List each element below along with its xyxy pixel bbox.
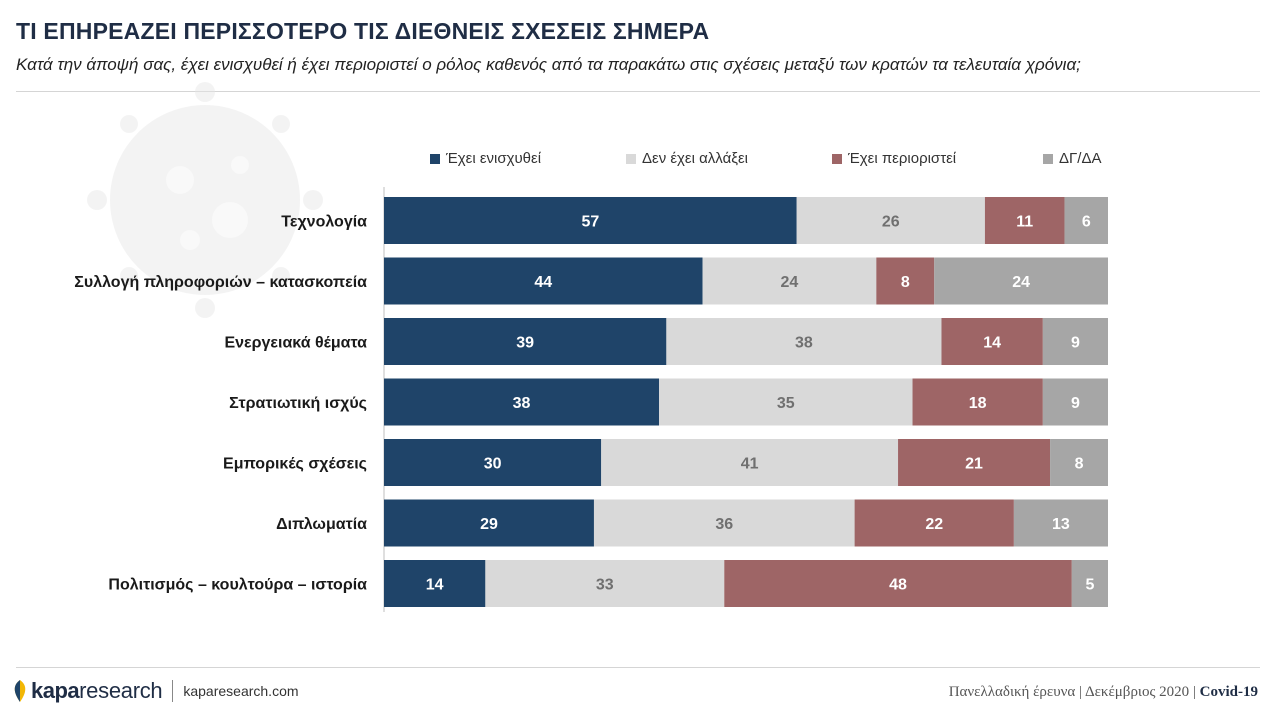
bar-segment [659,378,913,426]
data-label: 35 [777,395,795,412]
data-label: 24 [781,274,799,291]
bar-segment [384,378,660,426]
stacked-bar-chart: Τεχνολογία 57 26 11 6 Συλλογή πληροφοριών – κ… [74,187,1108,612]
category-label: Συλλογή πληροφοριών – κατασκοπεία [74,274,367,291]
bar-segment [1064,197,1108,244]
bar-segment [876,257,935,305]
data-label: 38 [795,335,813,352]
data-label: 44 [534,274,552,291]
data-label: 14 [983,335,1001,352]
footer-url: kaparesearch.com [183,683,299,699]
data-label: 22 [925,516,943,533]
bar-segment [384,257,703,305]
legend-item-limited: Έχει περιοριστεί [832,150,956,167]
data-label: 41 [741,456,759,473]
data-label: 33 [596,577,614,594]
data-label: 11 [1016,214,1033,231]
data-label: 6 [1082,214,1091,231]
footer-note: Πανελλαδική έρευνα | Δεκέμβριος 2020 | C… [949,684,1258,701]
bar-segment [384,439,602,486]
category-label: Διπλωματία [276,516,367,533]
bar-segment [384,318,667,365]
data-label: 57 [581,214,599,231]
data-label: 39 [516,335,534,352]
data-label: 5 [1085,577,1094,594]
category-label: Πολιτισμός – κουλτούρα – ιστορία [108,577,367,594]
data-label: 30 [484,456,502,473]
bar-segment [1042,378,1108,426]
bar-segment [1013,499,1108,547]
logo-research-text: research [79,678,163,703]
data-label: 14 [426,577,444,594]
virus-watermark-icon [87,82,323,318]
data-label: 13 [1052,516,1070,533]
bar-segment [485,560,725,607]
data-label: 48 [889,577,907,594]
data-label: 36 [715,516,733,533]
logo-leaf-icon [14,680,26,702]
legend-swatch [832,153,842,164]
bar-segment [601,439,899,486]
kapa-research-logo: kapa research kaparesearch.com [12,678,299,704]
data-label: 24 [1012,274,1030,291]
logo-separator [172,680,174,702]
legend-label: ΔΓ/ΔΑ [1059,150,1102,167]
bar-segment [702,257,877,305]
bar-segment [984,197,1065,244]
data-label: 9 [1071,395,1080,412]
bar-segment [666,318,942,365]
legend-swatch [430,153,440,164]
bar-segment [384,499,594,547]
footer-survey-note: Πανελλαδική έρευνα | Δεκέμβριος 2020 | [948,684,1196,700]
bar-segment [1071,560,1108,607]
data-label: 8 [901,274,910,291]
data-label: 21 [965,456,983,473]
category-label: Στρατιωτική ισχύς [229,395,367,412]
footer-tag: Covid-19 [1199,684,1258,700]
page-subtitle: Κατά την άποψή σας, έχει ενισχυθεί ή έχε… [16,55,1081,74]
data-label: 26 [882,214,900,231]
data-label: 38 [513,395,531,412]
data-label: 29 [480,516,498,533]
legend-item-dk-na: ΔΓ/ΔΑ [1043,150,1101,167]
bar-segment [593,499,855,547]
category-label: Ενεργειακά θέματα [224,335,367,352]
bar-segment [384,560,486,607]
header-divider [16,91,1260,92]
category-label: Τεχνολογία [281,214,367,231]
bar-segment [898,439,1051,486]
page-title: ΤΙ ΕΠΗΡΕΑΖΕΙ ΠΕΡΙΣΣΟΤΕΡΟ ΤΙΣ ΔΙΕΘΝΕΙΣ ΣΧ… [16,18,710,44]
bar-segment [384,197,797,244]
legend-label: Έχει ενισχυθεί [446,150,542,167]
chart-legend: Έχει ενισχυθεί Δεν έχει αλλάξει Έχει περ… [0,150,1272,172]
bar-segment [1050,439,1108,486]
data-label: 9 [1071,335,1080,352]
bar-segment [796,197,985,244]
legend-label: Έχει περιοριστεί [848,150,957,167]
bar-segment [934,257,1108,305]
bar-segment [912,378,1043,426]
data-label: 8 [1075,456,1084,473]
category-label: Εμπορικές σχέσεις [223,456,367,473]
logo-kapa-text: kapa [31,678,80,703]
data-label: 18 [969,395,987,412]
bar-segment [941,318,1043,365]
bar-segment [724,560,1072,607]
legend-item-strengthened: Έχει ενισχυθεί [430,150,541,167]
legend-swatch [1043,153,1053,164]
legend-label: Δεν έχει αλλάξει [642,150,748,167]
legend-swatch [626,153,636,164]
bar-segment [1042,318,1108,365]
bar-segment [854,499,1014,547]
footer-divider [16,667,1260,668]
legend-item-unchanged: Δεν έχει αλλάξει [626,150,748,167]
